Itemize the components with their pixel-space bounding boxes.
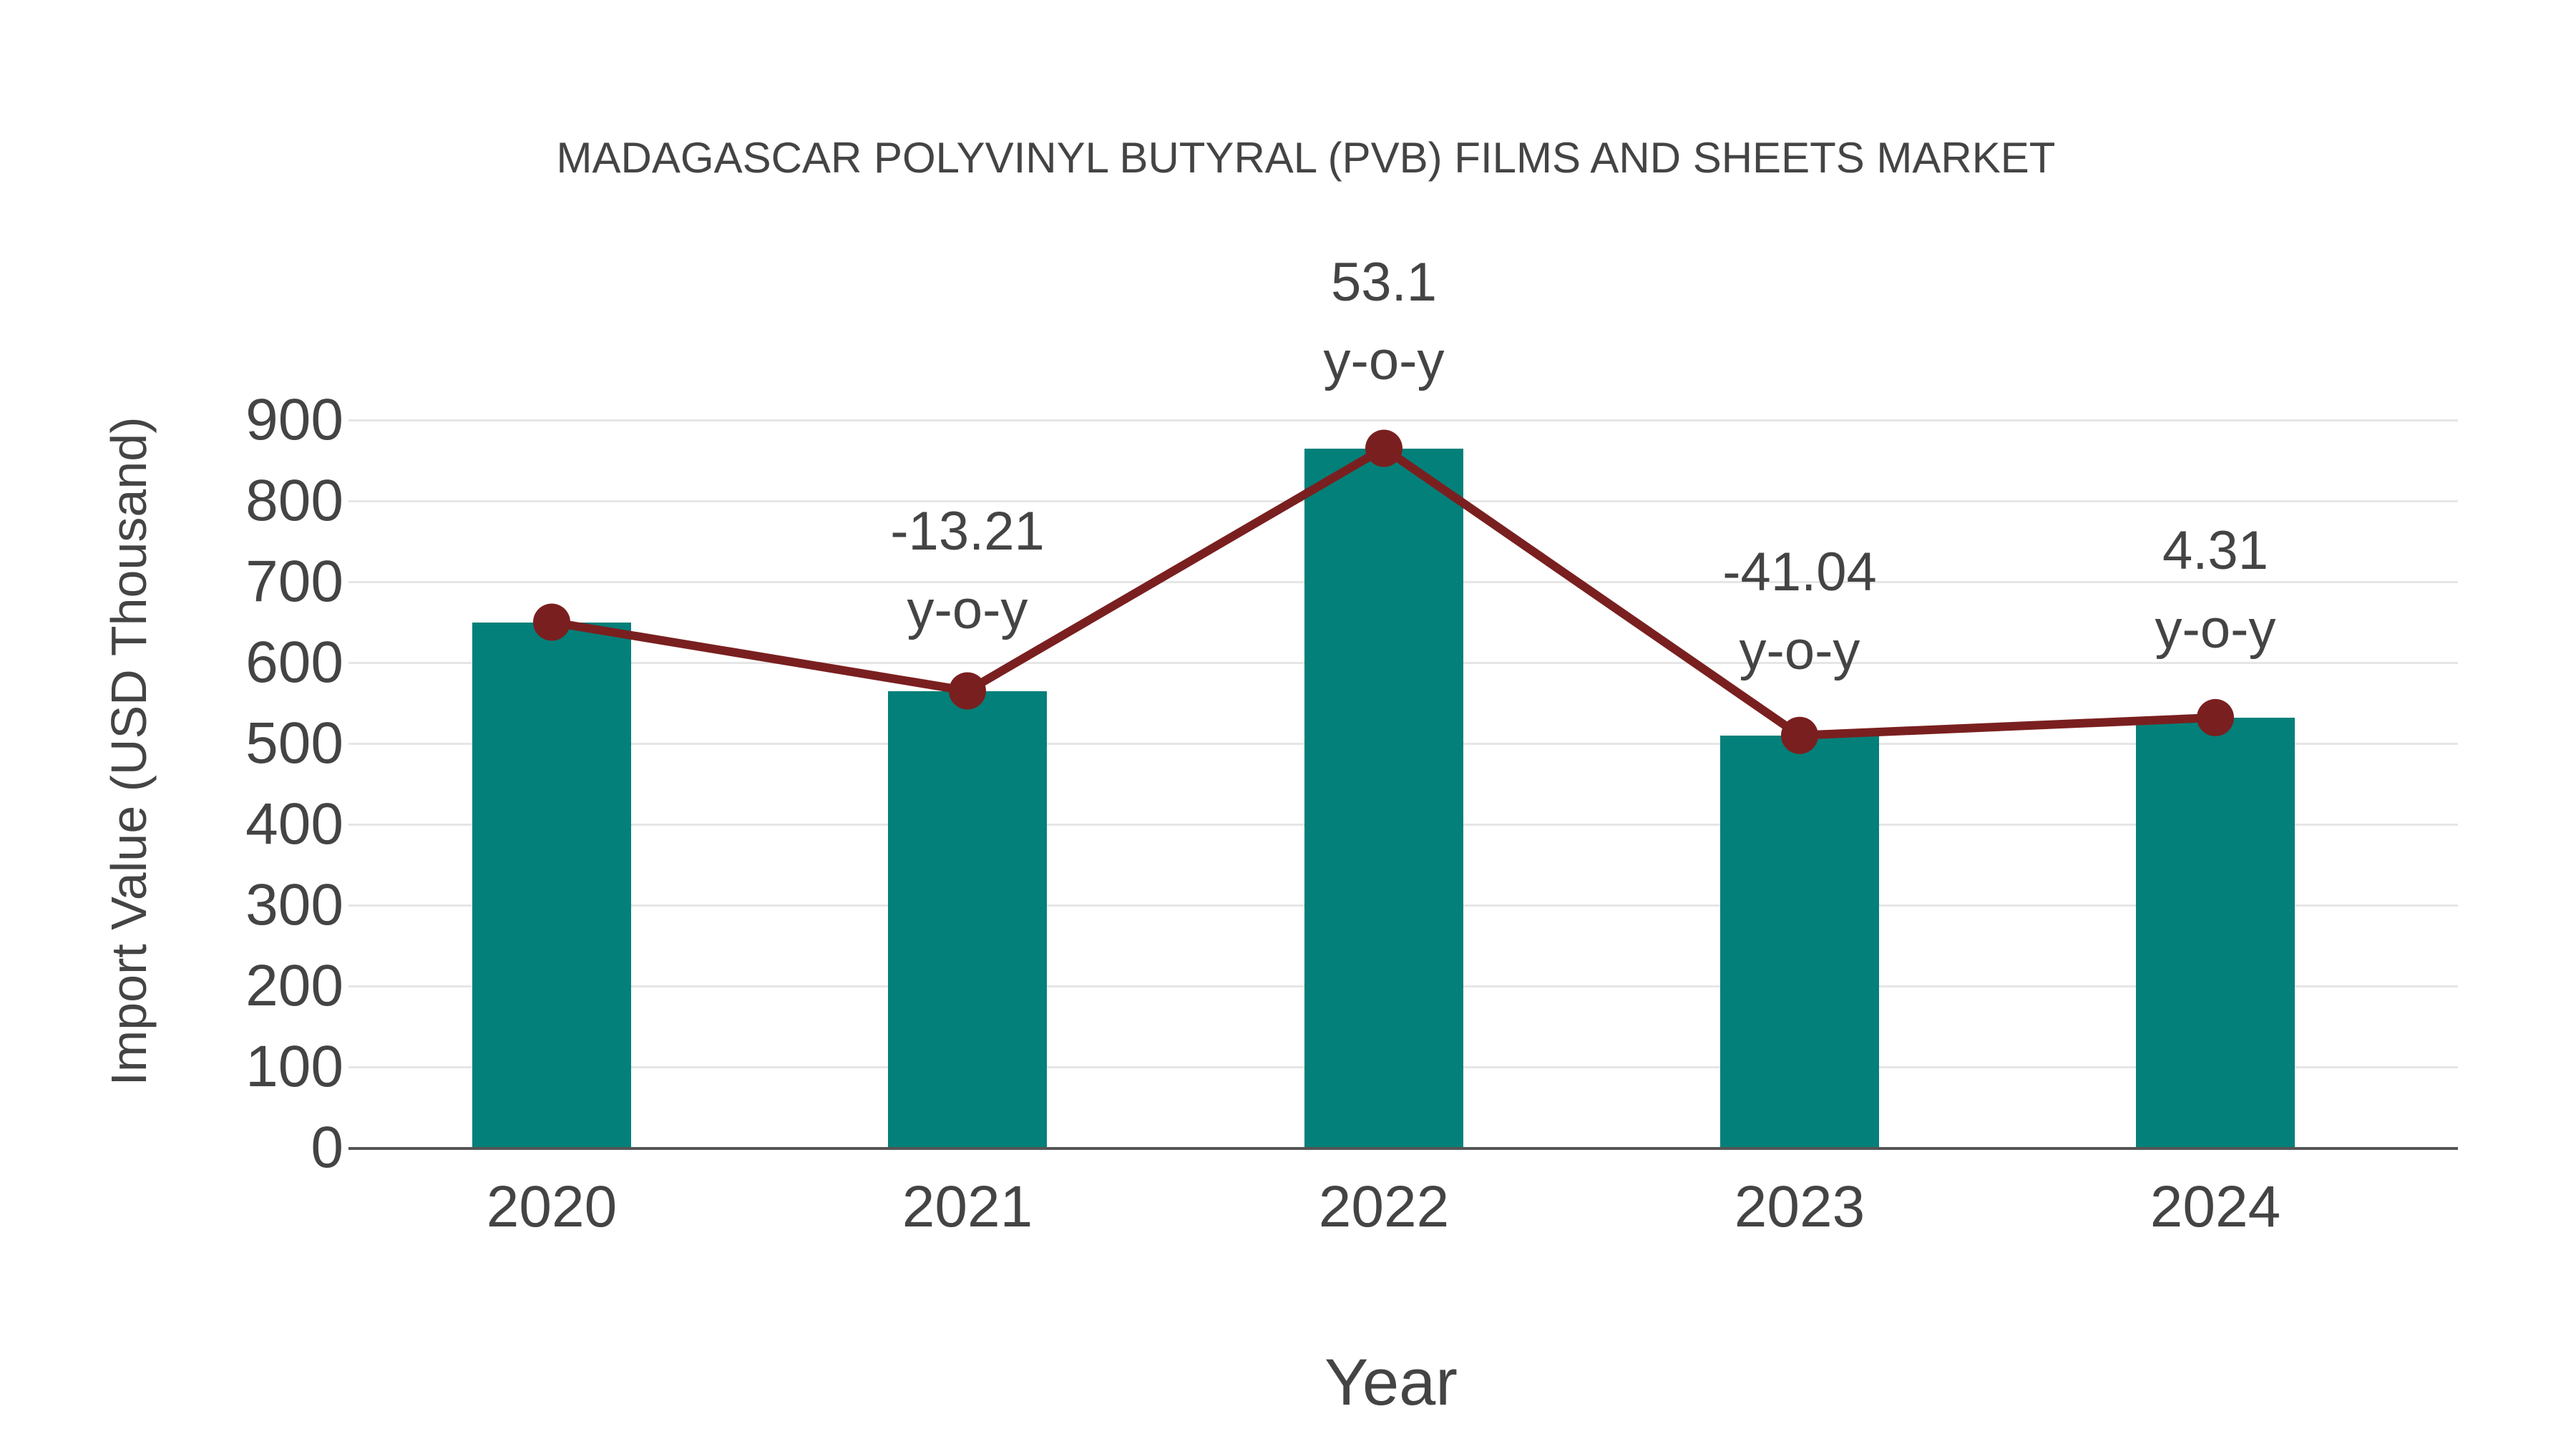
y-tick-label: 0: [311, 1115, 343, 1180]
yoy-value: -13.21: [890, 501, 1045, 562]
data-point-2024: [2197, 698, 2234, 736]
y-tick-label: 300: [245, 872, 343, 937]
y-tick-label: 900: [245, 387, 343, 452]
bar-2020: [472, 622, 631, 1148]
yoy-value: 53.1: [1331, 252, 1437, 313]
yoy-value: 4.31: [2162, 520, 2268, 581]
gridline: [348, 419, 2458, 421]
yoy-suffix: y-o-y: [907, 580, 1028, 640]
yoy-value: -41.04: [1722, 542, 1877, 602]
y-tick-label: 600: [245, 630, 343, 695]
yoy-suffix: y-o-y: [2155, 599, 2276, 660]
yoy-suffix: y-o-y: [1323, 331, 1445, 391]
x-axis-line: [348, 1147, 2458, 1150]
bar-2022: [1304, 448, 1463, 1148]
yoy-annotation: 4.31 y-o-y: [2155, 512, 2276, 669]
y-tick-label: 700: [245, 549, 343, 614]
y-tick-label: 500: [245, 711, 343, 776]
x-tick-label: 2023: [1734, 1174, 1865, 1239]
data-point-2023: [1781, 716, 1818, 754]
x-axis-label: Year: [1324, 1346, 1458, 1419]
x-tick-label: 2020: [486, 1174, 618, 1239]
x-tick-label: 2021: [902, 1174, 1033, 1239]
yoy-annotation: -13.21 y-o-y: [890, 492, 1045, 650]
yoy-annotation: -41.04 y-o-y: [1722, 533, 1877, 691]
y-tick-label: 100: [245, 1034, 343, 1099]
bar-2021: [888, 691, 1047, 1148]
bar-2023: [1720, 735, 1879, 1148]
yoy-annotation: 53.1 y-o-y: [1324, 243, 1445, 401]
yoy-suffix: y-o-y: [1739, 620, 1860, 681]
trend-line-path: [551, 443, 2216, 740]
data-point-2021: [949, 672, 986, 710]
chart-title: MADAGASCAR POLYVINYL BUTYRAL (PVB) FILMS…: [556, 134, 2056, 182]
x-tick-label: 2022: [1318, 1174, 1450, 1239]
y-tick-label: 800: [245, 468, 343, 533]
bar-2024: [2136, 717, 2295, 1148]
y-tick-label: 400: [245, 791, 343, 857]
data-point-2020: [533, 603, 570, 641]
data-point-2022: [1365, 429, 1402, 467]
y-tick-label: 200: [245, 953, 343, 1018]
x-tick-label: 2024: [2150, 1174, 2281, 1239]
